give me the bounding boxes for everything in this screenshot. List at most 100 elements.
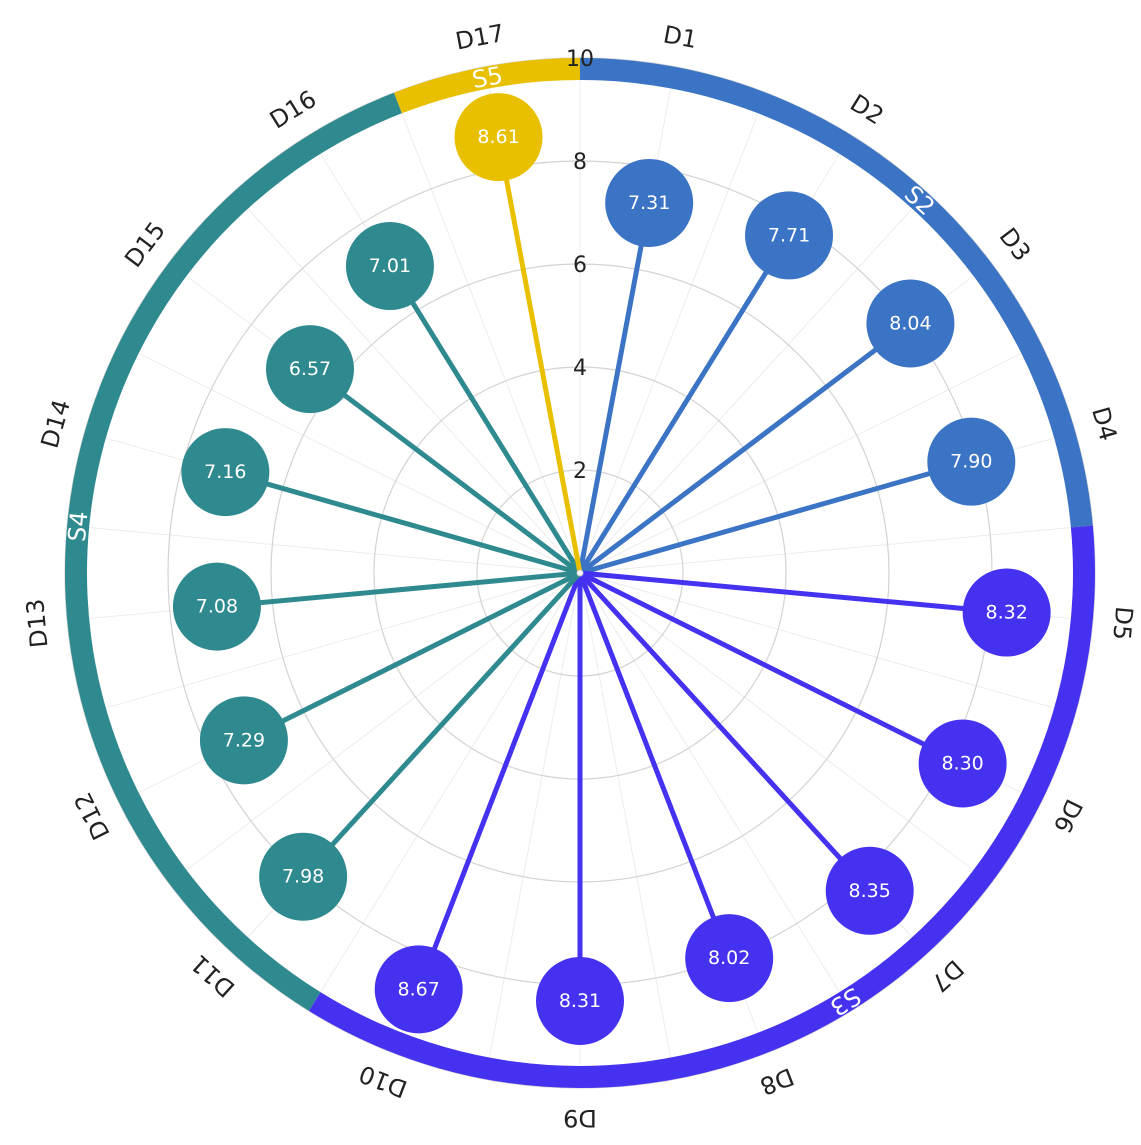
radial-gridline — [67, 524, 581, 574]
group-label: S4 — [63, 510, 94, 543]
lollipop-marker — [259, 832, 348, 921]
lollipop-marker — [866, 279, 955, 368]
data-label: 6.57 — [289, 358, 331, 380]
data-label: 7.16 — [204, 461, 246, 483]
stems-layer — [214, 134, 1010, 1004]
lollipop-stem — [241, 570, 583, 743]
group-ring-arc — [393, 58, 580, 114]
lollipop-stem — [387, 263, 583, 576]
category-label: D8 — [756, 1062, 798, 1100]
lollipop-marker — [685, 914, 774, 1003]
radial-gridline — [393, 92, 581, 574]
data-label: 7.08 — [196, 596, 238, 618]
data-label: 8.04 — [889, 312, 931, 334]
data-label: 7.98 — [282, 866, 324, 888]
category-label: D11 — [185, 949, 240, 1003]
lollipop-marker — [199, 696, 288, 785]
radial-tick-label: 10 — [566, 47, 594, 72]
category-label: D4 — [1086, 404, 1122, 444]
group-label: S5 — [470, 61, 505, 94]
lollipop-stem — [577, 570, 873, 894]
group-ring-arc — [580, 58, 1093, 528]
radial-gridline — [118, 342, 581, 574]
lollipop-marker — [172, 562, 261, 651]
radial-gridline — [232, 192, 581, 574]
radial-tick-label: 4 — [573, 356, 587, 381]
lollipop-marker — [345, 222, 434, 311]
lollipop-marker — [927, 417, 1016, 506]
radial-gridline — [579, 572, 852, 1012]
lollipop-stem — [577, 570, 966, 767]
category-label: D10 — [355, 1059, 411, 1103]
data-label: 8.61 — [477, 126, 519, 148]
lollipop-marker — [745, 191, 834, 280]
category-label: D15 — [119, 217, 171, 273]
data-label: 8.32 — [985, 602, 1027, 624]
radial-gridline — [308, 572, 581, 1012]
category-label: D17 — [453, 19, 506, 56]
lollipop-marker — [374, 945, 463, 1034]
data-label: 7.71 — [768, 224, 810, 246]
radial-gridline — [579, 572, 1076, 715]
category-label: D7 — [925, 954, 969, 997]
radial-gridline — [579, 524, 1093, 574]
category-label: D6 — [1048, 795, 1088, 838]
center-hub — [576, 569, 584, 577]
radial-gridline — [579, 572, 676, 1080]
lollipop-stem — [307, 366, 583, 576]
lollipop-stem — [577, 200, 652, 576]
category-label: D1 — [661, 20, 699, 54]
radial-gridline — [579, 572, 992, 884]
lollipop-marker — [454, 93, 543, 182]
radial-tick-label: 6 — [573, 253, 587, 278]
lollipop-marker — [181, 428, 270, 517]
radial-gridline — [168, 572, 581, 884]
radial-ticks: 2 4 6 8 10 — [566, 47, 594, 484]
category-label: D2 — [845, 89, 888, 131]
lollipop-stem — [496, 134, 583, 576]
lollipop-marker — [918, 719, 1007, 808]
category-label: D16 — [265, 85, 321, 135]
markers-layer: 7.31 7.71 8.04 7.90 8.32 8.30 8.35 8.02 8.31 8.67… — [172, 93, 1051, 1045]
radial-tick-label: 2 — [573, 459, 587, 484]
category-label: D14 — [36, 396, 76, 451]
data-label: 8.30 — [941, 753, 983, 775]
radial-gridline — [484, 572, 581, 1080]
lollipop-marker — [962, 568, 1051, 657]
radial-gridline — [579, 342, 1042, 574]
category-label: D12 — [69, 788, 116, 844]
data-label: 8.02 — [708, 947, 750, 969]
group-ring-arc — [308, 525, 1095, 1088]
category-label: D9 — [563, 1104, 597, 1132]
data-label: 7.31 — [628, 192, 670, 214]
lollipop-marker — [825, 846, 914, 935]
group-ring-arc — [64, 92, 402, 1011]
lollipop-stem — [222, 469, 583, 576]
category-label: D13 — [21, 598, 53, 649]
lollipop-marker — [605, 158, 694, 247]
lollipop-stem — [577, 320, 913, 576]
lollipop-stem — [577, 459, 974, 576]
category-label: D5 — [1107, 605, 1138, 641]
lollipop-stem — [577, 570, 732, 961]
radial-gridline — [579, 192, 928, 574]
lollipop-stem — [214, 570, 583, 610]
lollipop-stem — [577, 570, 1010, 616]
lollipop-marker — [536, 956, 624, 1045]
data-label: 7.90 — [950, 451, 992, 473]
radial-gridline — [84, 572, 581, 715]
radial-tick-label: 8 — [573, 150, 587, 175]
data-label: 7.29 — [223, 729, 265, 751]
data-label: 8.35 — [849, 880, 891, 902]
data-label: 7.01 — [369, 255, 411, 277]
data-label: 8.67 — [398, 978, 440, 1000]
lollipop-marker — [265, 325, 354, 414]
lollipop-stem — [416, 570, 583, 992]
lollipop-stem — [577, 232, 792, 576]
category-label: D3 — [994, 223, 1037, 267]
lollipop-stem — [300, 570, 583, 880]
radial-gridline — [579, 92, 767, 574]
data-label: 8.31 — [559, 990, 601, 1012]
